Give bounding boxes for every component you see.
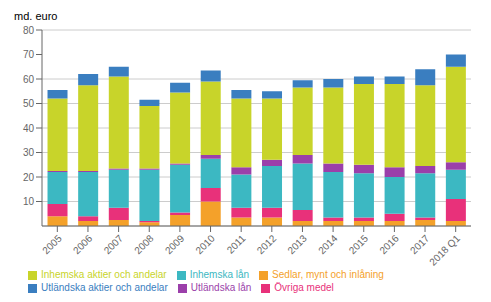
svg-text:80: 80	[23, 25, 35, 36]
svg-text:2013: 2013	[285, 232, 309, 256]
html-text:md. euro: md. euro	[14, 10, 58, 22]
svg-text:2011: 2011	[225, 232, 248, 255]
svg-text:2007: 2007	[102, 232, 126, 256]
svg-text:2008: 2008	[132, 232, 156, 256]
html-text:Sedlar, mynt och inlåning: Sedlar, mynt och inlåning	[272, 269, 384, 280]
html-text:Övriga medel: Övriga medel	[274, 282, 334, 293]
svg-text:30: 30	[23, 147, 35, 158]
svg-text:2016: 2016	[377, 232, 401, 256]
html-text:Inhemska aktier och andelar: Inhemska aktier och andelar	[41, 269, 167, 280]
svg-text:40: 40	[23, 123, 35, 134]
html-text:Utländska lån: Utländska lån	[190, 282, 252, 293]
svg-text:50: 50	[23, 98, 35, 109]
svg-text:20: 20	[23, 172, 35, 183]
svg-text:2015: 2015	[347, 232, 371, 256]
html-text:Utländska aktier och andelar: Utländska aktier och andelar	[41, 282, 168, 293]
svg-text:60: 60	[23, 74, 35, 85]
svg-text:2014: 2014	[316, 232, 340, 256]
svg-text:2010: 2010	[193, 232, 217, 256]
svg-text:2012: 2012	[255, 232, 279, 256]
svg-text:10: 10	[23, 196, 35, 207]
svg-text:2005: 2005	[40, 232, 64, 256]
html-text:Inhemska lån: Inhemska lån	[189, 269, 250, 280]
svg-text:2006: 2006	[71, 232, 95, 256]
svg-text:70: 70	[23, 49, 35, 60]
svg-text:2017: 2017	[408, 232, 432, 256]
svg-text:2018 Q1: 2018 Q1	[427, 232, 462, 267]
svg-text:2009: 2009	[163, 232, 187, 256]
